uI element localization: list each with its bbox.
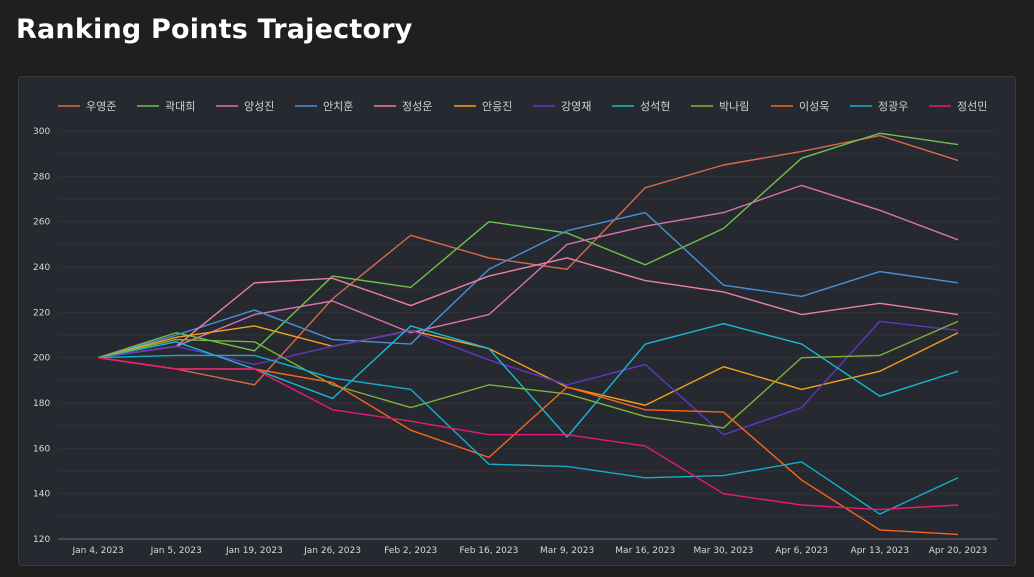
series-line bbox=[97, 325, 959, 406]
y-tick-label: 300 bbox=[33, 127, 50, 137]
legend-label[interactable]: 정성운 bbox=[402, 100, 432, 113]
x-tick-label: Jan 5, 2023 bbox=[150, 546, 202, 556]
y-tick-label: 120 bbox=[33, 535, 50, 545]
y-tick-label: 240 bbox=[33, 263, 50, 273]
y-tick-label: 180 bbox=[33, 399, 50, 409]
legend-label[interactable]: 정광우 bbox=[878, 100, 908, 113]
y-tick-label: 140 bbox=[33, 490, 50, 500]
x-tick-label: Feb 16, 2023 bbox=[459, 546, 518, 556]
legend-label[interactable]: 우영준 bbox=[86, 100, 116, 113]
x-tick-label: Jan 26, 2023 bbox=[303, 546, 361, 556]
series-line bbox=[97, 184, 959, 359]
legend-label[interactable]: 안응진 bbox=[482, 100, 512, 113]
legend-label[interactable]: 곽대희 bbox=[165, 100, 195, 113]
series-line bbox=[97, 132, 959, 359]
x-tick-label: Apr 13, 2023 bbox=[851, 546, 910, 556]
legend-label[interactable]: 안치훈 bbox=[323, 100, 353, 113]
y-tick-label: 160 bbox=[33, 444, 50, 454]
series-line bbox=[97, 257, 959, 359]
series-line bbox=[97, 320, 959, 436]
y-tick-label: 200 bbox=[33, 354, 50, 364]
x-tick-label: Apr 6, 2023 bbox=[775, 546, 828, 556]
x-tick-label: Jan 4, 2023 bbox=[71, 546, 123, 556]
y-tick-label: 260 bbox=[33, 218, 50, 228]
page-title: Ranking Points Trajectory bbox=[16, 14, 413, 45]
legend-label[interactable]: 정선민 bbox=[957, 100, 987, 113]
y-tick-label: 280 bbox=[33, 172, 50, 182]
series-line bbox=[97, 356, 959, 536]
x-tick-label: Mar 9, 2023 bbox=[540, 546, 594, 556]
y-tick-label: 220 bbox=[33, 308, 50, 318]
series-line bbox=[97, 322, 959, 438]
line-chart: 120 140 160 180 200 220 240 260 280 300 Jan 4, 202… bbox=[33, 100, 997, 556]
x-tick-label: Apr 20, 2023 bbox=[929, 546, 988, 556]
legend-label[interactable]: 강영재 bbox=[561, 100, 591, 113]
x-tick-label: Jan 19, 2023 bbox=[225, 546, 283, 556]
legend-label[interactable]: 성석현 bbox=[640, 100, 670, 113]
series-line bbox=[97, 134, 959, 386]
chart-panel: 120 140 160 180 200 220 240 260 280 300 Jan 4, 202… bbox=[18, 76, 1016, 566]
legend-label[interactable]: 양성진 bbox=[244, 100, 274, 113]
series-line bbox=[97, 356, 959, 511]
series-line bbox=[97, 320, 959, 429]
series-line bbox=[97, 354, 959, 515]
series-line bbox=[97, 211, 959, 359]
legend-label[interactable]: 박나림 bbox=[719, 100, 749, 113]
x-tick-label: Feb 2, 2023 bbox=[384, 546, 437, 556]
legend-label[interactable]: 이성욱 bbox=[799, 100, 829, 113]
x-tick-label: Mar 16, 2023 bbox=[615, 546, 675, 556]
x-tick-label: Mar 30, 2023 bbox=[693, 546, 753, 556]
